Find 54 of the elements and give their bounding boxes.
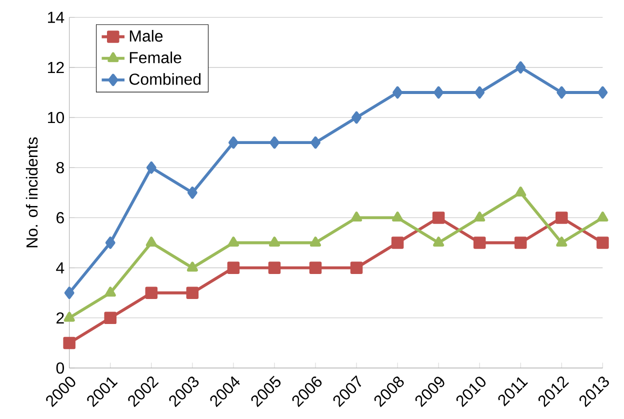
point xyxy=(351,212,362,222)
point xyxy=(310,136,320,149)
point xyxy=(352,112,362,124)
point xyxy=(516,61,526,74)
point xyxy=(187,186,198,199)
point xyxy=(391,236,404,250)
point xyxy=(556,236,568,247)
point xyxy=(310,236,322,247)
y-tick-label: 0 xyxy=(56,362,64,374)
point xyxy=(433,236,444,247)
point xyxy=(556,86,567,99)
point xyxy=(392,212,404,222)
point xyxy=(228,236,239,247)
point xyxy=(186,262,198,272)
point xyxy=(63,336,76,350)
point xyxy=(432,212,445,224)
point xyxy=(596,236,609,250)
point xyxy=(227,262,240,274)
point xyxy=(597,212,608,222)
point xyxy=(104,312,116,324)
legend-label: Male xyxy=(130,30,163,42)
point xyxy=(146,162,156,174)
point xyxy=(104,286,116,297)
point xyxy=(105,236,116,250)
point xyxy=(434,86,444,99)
point xyxy=(309,262,322,274)
point xyxy=(473,236,486,250)
point xyxy=(556,212,568,224)
point xyxy=(268,262,281,274)
point xyxy=(64,312,75,322)
point xyxy=(474,212,486,222)
point xyxy=(268,236,280,247)
y-tick-label: 12 xyxy=(48,62,64,74)
point xyxy=(392,86,403,99)
point xyxy=(269,136,280,149)
y-tick-label: 6 xyxy=(56,212,64,224)
point xyxy=(186,286,199,300)
point xyxy=(514,236,527,250)
point xyxy=(350,262,363,274)
point xyxy=(145,286,158,300)
point xyxy=(64,286,74,300)
point xyxy=(474,86,485,99)
legend-label: Female xyxy=(130,52,182,64)
point xyxy=(228,136,238,149)
y-tick-label: 10 xyxy=(48,112,64,124)
legend-label: Combined xyxy=(129,73,201,86)
point xyxy=(598,86,608,99)
y-tick-label: 8 xyxy=(56,162,64,174)
y-tick-label: 4 xyxy=(56,262,64,274)
y-axis-title: No. of incidents xyxy=(26,138,38,248)
point xyxy=(146,236,157,247)
point xyxy=(515,186,526,197)
y-tick-label: 14 xyxy=(48,12,64,23)
y-tick-label: 2 xyxy=(56,312,64,324)
